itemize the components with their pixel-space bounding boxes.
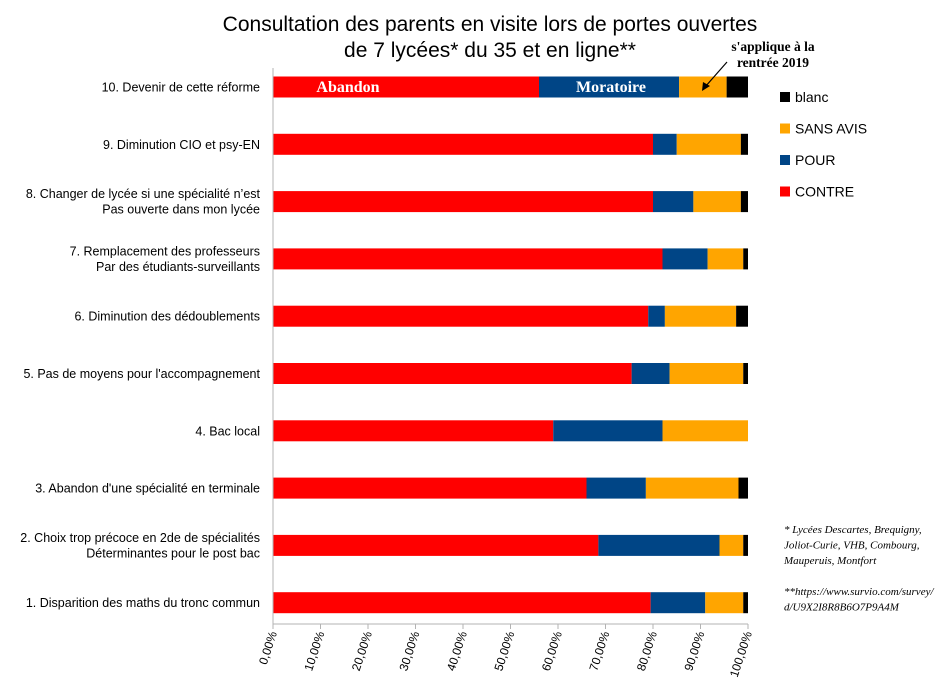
bar-segment-pour-1 [539, 76, 680, 98]
bar-segment-pour-4 [662, 248, 708, 270]
bar-segment-contre-9 [273, 534, 599, 556]
annotation-line-2: rentrée 2019 [737, 55, 809, 70]
legend: blanc SANS AVIS POUR CONTRE [780, 89, 867, 200]
bar-segment-pour-7 [553, 420, 663, 442]
legend-label-blanc: blanc [795, 89, 828, 105]
bar-segment-sans-avis-9 [719, 534, 744, 556]
annotation: s'applique à la rentrée 2019 [702, 39, 815, 91]
category-labels: 10. Devenir de cette réforme 9. Diminutio… [20, 81, 260, 611]
bar-segment-contre-1 [273, 76, 539, 98]
bar-segment-sans-avis-4 [707, 248, 744, 270]
bar-segment-blanc-1 [726, 76, 748, 98]
bar-segment-sans-avis-5 [664, 305, 737, 327]
bar-segment-sans-avis-8 [645, 477, 739, 499]
bar-segment-pour-6 [631, 363, 670, 384]
x-tick-label-10: 100,00% [727, 629, 755, 679]
bar-segment-contre-3 [273, 191, 653, 213]
category-label-3-line-1: 8. Changer de lycée si une spécialité n’… [26, 187, 261, 201]
bar-segment-contre-4 [273, 248, 663, 270]
bar-segment-blanc-5 [736, 305, 748, 327]
legend-label-pour: POUR [795, 152, 835, 168]
bar-segment-pour-8 [586, 477, 646, 499]
legend-label-sans-avis: SANS AVIS [795, 121, 867, 137]
chart-title-line-2: de 7 lycées* du 35 et en ligne** [344, 39, 636, 62]
bar-segment-pour-3 [653, 191, 694, 213]
legend-swatch-blanc [780, 92, 790, 102]
category-label-9-line-1: 2. Choix trop précoce en 2de de spéciali… [20, 531, 260, 545]
bar-segment-sans-avis-6 [669, 363, 744, 384]
x-tick-label-0: 0,00% [256, 629, 280, 666]
legend-swatch-pour [780, 155, 790, 165]
chart-title-line-1: Consultation des parents en visite lors … [223, 13, 758, 36]
footnote-line-1: * Lycées Descartes, Brequigny, [784, 524, 922, 536]
annotation-line-1: s'applique à la [731, 39, 815, 54]
bar-segment-blanc-6 [743, 363, 748, 384]
bar-segment-pour-9 [598, 534, 720, 556]
bar-segment-blanc-8 [738, 477, 748, 499]
annotation-arrow-line [704, 61, 728, 88]
chart-title: Consultation des parents en visite lors … [223, 13, 758, 62]
footnote-line-3: Mauperuis, Montfort [783, 555, 877, 567]
bar-segment-contre-7 [273, 420, 554, 442]
x-tick-label-5: 50,00% [491, 629, 517, 672]
bar-annotations: Abandon Moratoire [316, 79, 646, 96]
category-label-7-line-1: 4. Bac local [195, 424, 260, 438]
category-label-4-line-1: 7. Remplacement des professeurs [70, 244, 260, 258]
bar-segment-pour-2 [653, 133, 677, 155]
bar-segment-contre-2 [273, 133, 653, 155]
x-tick-label-9: 90,00% [681, 629, 707, 672]
annotation-arrow-head [702, 82, 710, 91]
bar-segment-blanc-9 [743, 534, 748, 556]
bar-segment-pour-10 [650, 592, 706, 614]
category-label-2-line-1: 9. Diminution CIO et psy-EN [103, 138, 260, 152]
legend-label-contre: CONTRE [795, 184, 854, 200]
x-tick-label-6: 60,00% [539, 629, 565, 672]
category-label-9-line-2: Déterminantes pour le post bac [86, 546, 260, 560]
bar-segment-contre-5 [273, 305, 649, 327]
category-label-8-line-1: 3. Abandon d'une spécialité en terminale [35, 482, 260, 496]
category-label-1-line-1: 10. Devenir de cette réforme [102, 81, 260, 95]
category-label-5-line-1: 6. Diminution des dédoublements [74, 310, 260, 324]
bar-segment-blanc-10 [743, 592, 748, 614]
category-label-3-line-2: Pas ouverte dans mon lycée [102, 203, 260, 217]
x-tick-label-3: 30,00% [396, 629, 422, 672]
x-tick-label-7: 70,00% [586, 629, 612, 672]
moratoire-bar-label: Moratoire [576, 79, 646, 96]
bar-segment-contre-10 [273, 592, 651, 614]
bar-segment-sans-avis-7 [662, 420, 748, 442]
x-tick-label-8: 80,00% [634, 629, 660, 672]
category-label-6-line-1: 5. Pas de moyens pour l'accompagnement [23, 367, 260, 381]
category-label-10-line-1: 1. Disparition des maths du tronc commun [26, 596, 260, 610]
bar-segment-sans-avis-2 [676, 133, 741, 155]
bars-group [273, 76, 748, 614]
x-tick-label-2: 20,00% [349, 629, 375, 672]
legend-swatch-sans-avis [780, 123, 790, 134]
bar-segment-sans-avis-10 [705, 592, 744, 614]
bar-segment-pour-5 [648, 305, 665, 327]
x-tick-label-4: 40,00% [444, 629, 470, 672]
category-label-4-line-2: Par des étudiants-surveillants [96, 260, 260, 274]
footnote-line-6: d/U9X2I8R8B6O7P9A4M [784, 602, 900, 614]
footnote-line-5: **https://www.survio.com/survey/ [784, 586, 934, 598]
bar-segment-contre-8 [273, 477, 587, 499]
abandon-bar-label: Abandon [316, 79, 379, 96]
x-tick-label-1: 10,00% [301, 629, 327, 672]
bar-segment-sans-avis-3 [693, 191, 741, 213]
footnotes: * Lycées Descartes, Brequigny, Joliot-Cur… [783, 524, 934, 614]
bar-segment-blanc-2 [740, 133, 748, 155]
legend-swatch-contre [780, 186, 790, 197]
bar-segment-blanc-4 [743, 248, 748, 270]
footnote-line-2: Joliot-Curie, VHB, Combourg, [784, 540, 920, 552]
bar-segment-blanc-3 [740, 191, 748, 213]
bar-segment-contre-6 [273, 363, 632, 384]
